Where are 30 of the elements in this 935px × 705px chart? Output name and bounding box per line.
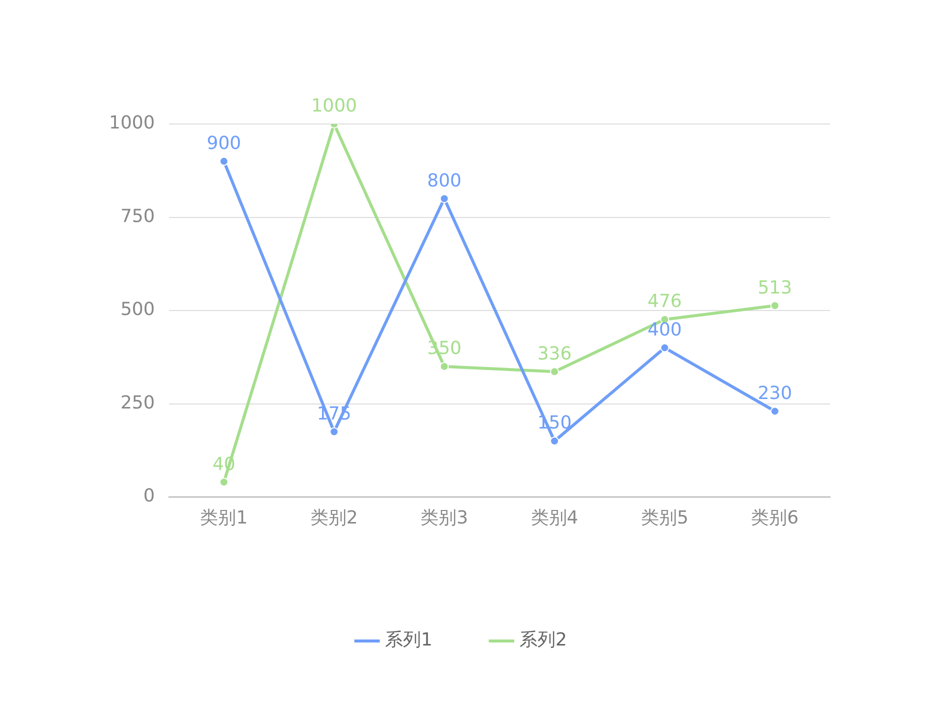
- x-tick-label: 类别2: [310, 507, 358, 528]
- y-tick-label: 1000: [108, 112, 155, 134]
- data-label: 336: [537, 343, 572, 364]
- y-tick-label: 500: [120, 299, 155, 320]
- y-tick-label: 0: [143, 486, 155, 507]
- data-label: 400: [648, 319, 682, 340]
- y-tick-label: 250: [120, 392, 155, 414]
- data-label: 230: [758, 382, 792, 404]
- data-label: 1000: [311, 96, 358, 117]
- y-tick-label: 750: [120, 206, 155, 227]
- x-tick-label: 类别6: [751, 507, 799, 528]
- point: [770, 301, 780, 310]
- data-label: 476: [648, 291, 682, 312]
- data-label: 513: [758, 277, 792, 298]
- point: [219, 478, 228, 487]
- point: [440, 362, 449, 371]
- data-label: 900: [206, 132, 242, 154]
- point: [660, 343, 670, 352]
- legend-label: 系列1: [385, 630, 432, 651]
- data-label: 800: [427, 170, 462, 192]
- x-tick-label: 类别1: [200, 507, 248, 528]
- point: [440, 194, 449, 204]
- x-tick-label: 类别4: [530, 507, 578, 528]
- x-tick-label: 类别5: [640, 507, 688, 528]
- x-tick-label: 类别3: [420, 507, 468, 528]
- point: [330, 427, 339, 436]
- point: [219, 156, 228, 166]
- legend-label: 系列2: [520, 630, 567, 651]
- point: [550, 367, 560, 376]
- point: [770, 406, 780, 416]
